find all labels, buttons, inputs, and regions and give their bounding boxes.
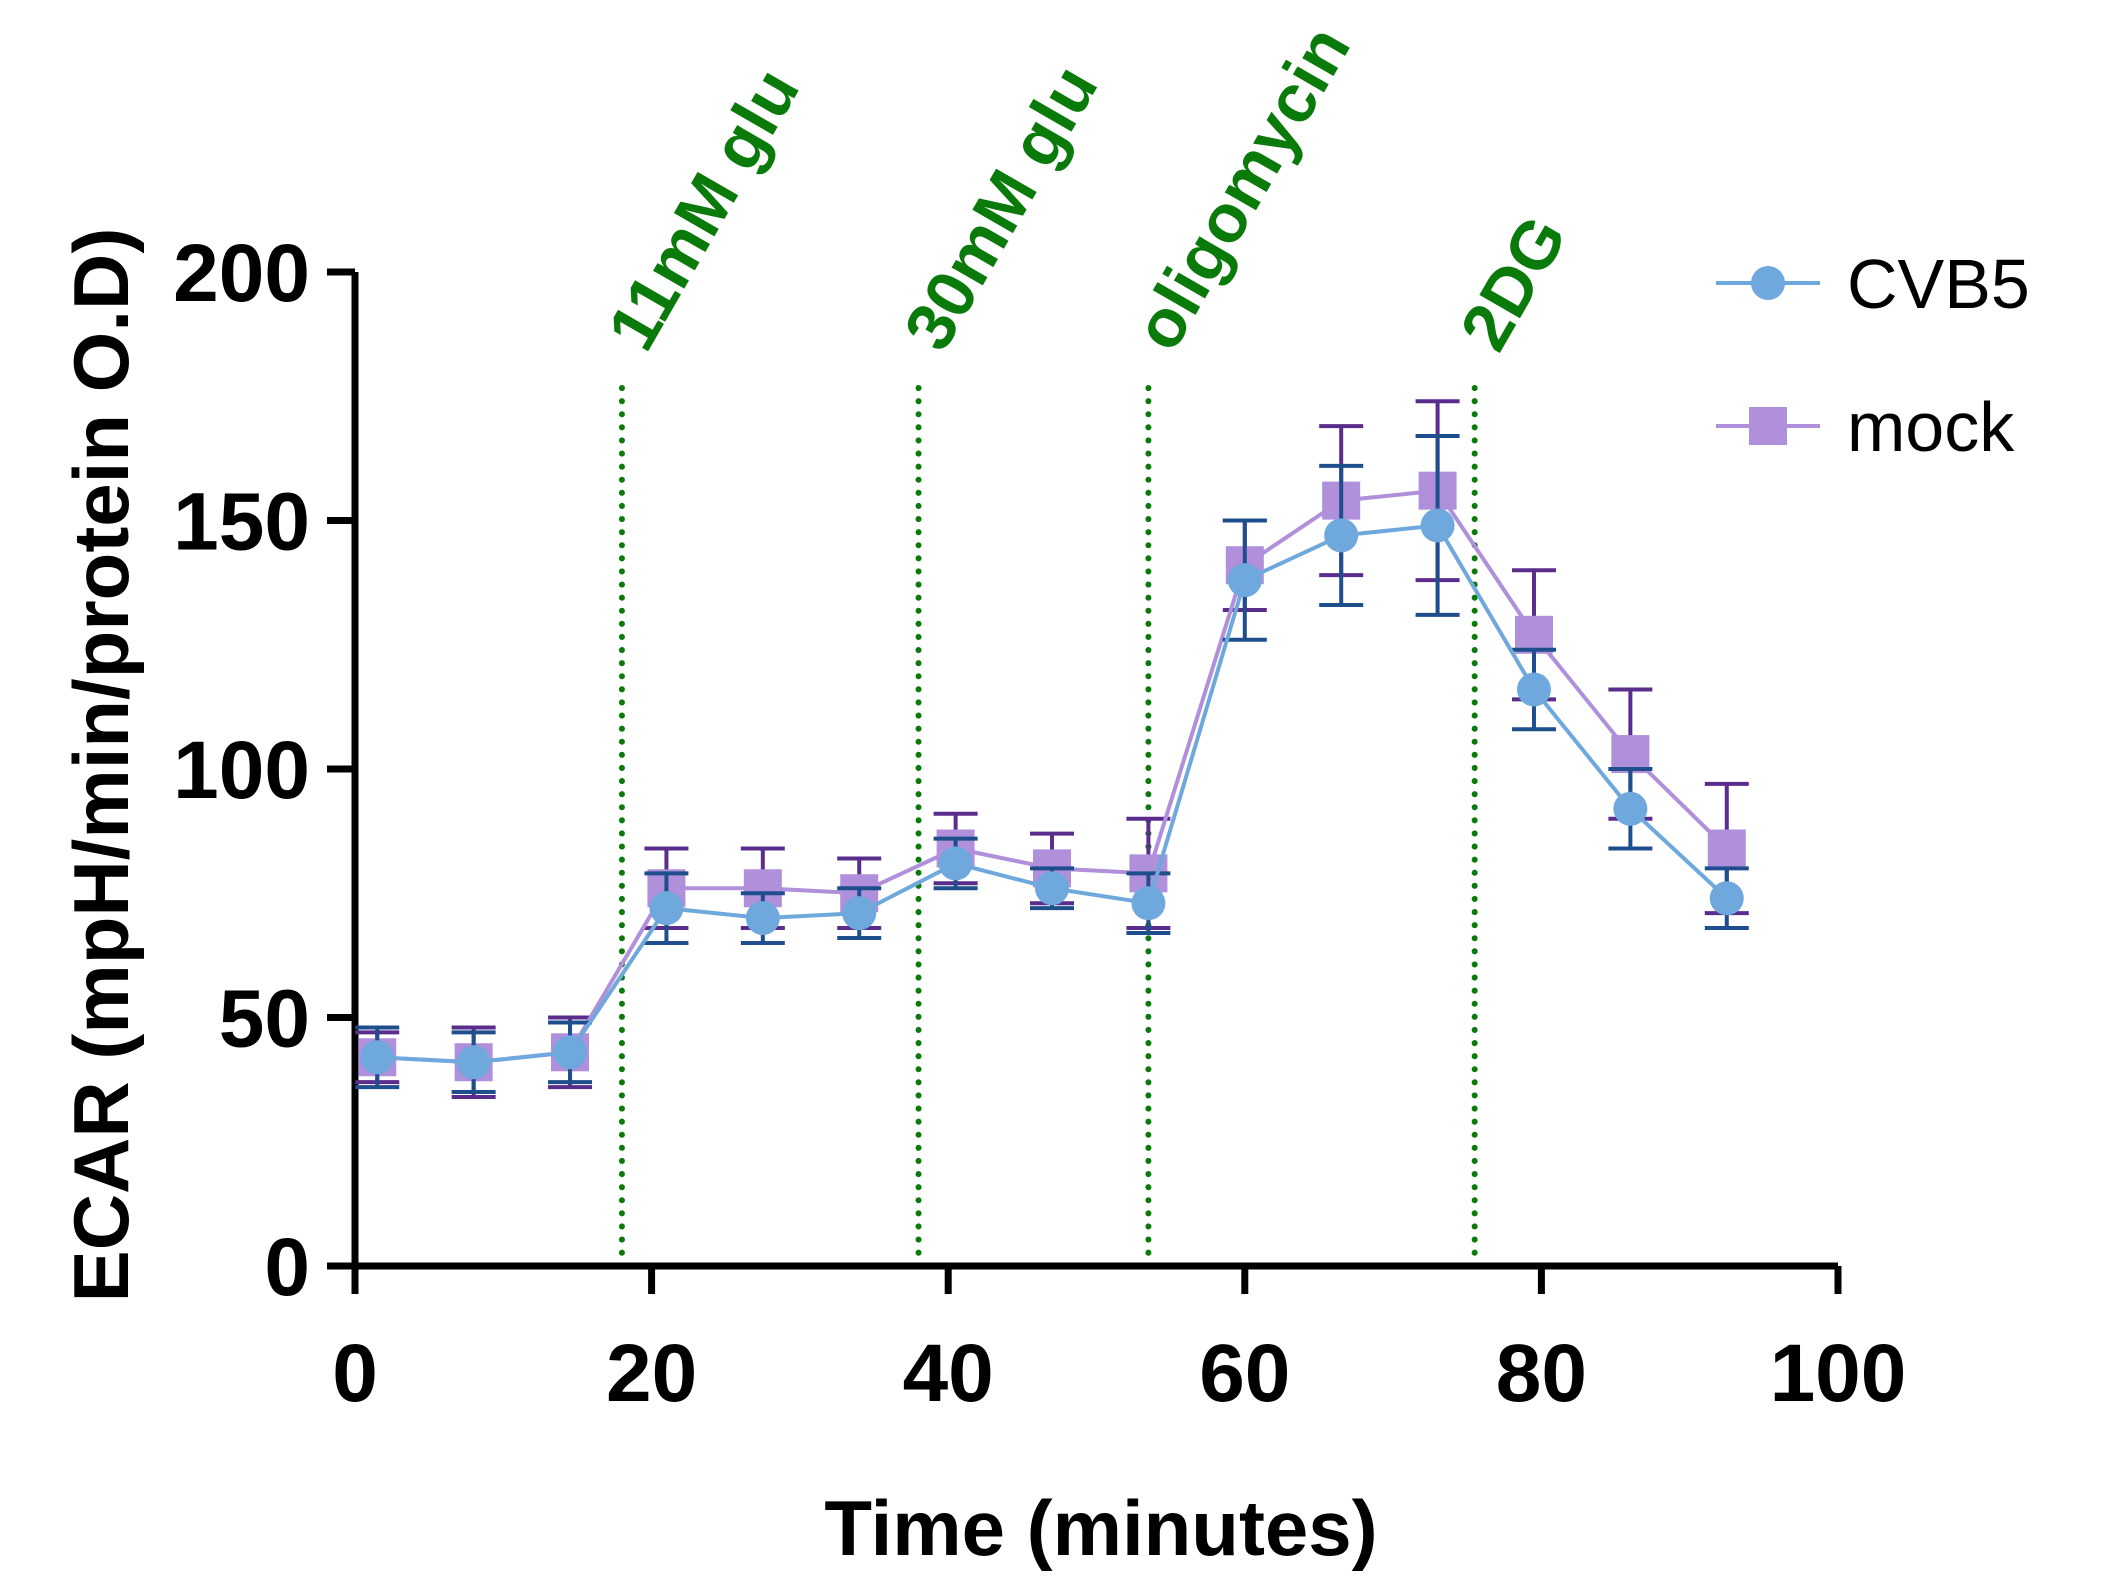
y-tick-label: 0 [264, 1222, 310, 1313]
x-tick-label: 40 [903, 1328, 994, 1419]
legend-label: mock [1847, 388, 2015, 466]
treatment-annotations: 11mM glu 30mM glu oligomycin 2DG [593, 14, 1582, 1269]
data-point [1709, 881, 1744, 916]
series-line [377, 523, 1729, 1065]
x-tick-label: 80 [1496, 1328, 1587, 1419]
y-tick-label: 100 [173, 725, 310, 816]
data-point [1035, 871, 1070, 906]
data-point [1707, 829, 1746, 868]
treatment-label: oligomycin [1120, 14, 1365, 363]
data-point [456, 1045, 491, 1080]
data-point [938, 846, 973, 881]
x-tick-label: 20 [606, 1328, 697, 1419]
data-series [355, 399, 1749, 1100]
data-point [1514, 615, 1553, 654]
series-cvb5 [355, 434, 1749, 1095]
data-point [1227, 563, 1262, 598]
series-line [377, 488, 1729, 1065]
data-point [1420, 508, 1455, 543]
y-axis-title: ECAR (mpH/min/protein O.D) [57, 228, 145, 1303]
data-point [1324, 518, 1359, 553]
x-tick-label: 100 [1770, 1328, 1907, 1419]
data-point [745, 901, 780, 936]
y-tick-label: 50 [219, 974, 310, 1065]
x-tick-label: 0 [332, 1328, 378, 1419]
data-point [553, 1035, 588, 1070]
y-tick-label: 200 [173, 228, 310, 319]
data-point [842, 896, 877, 931]
treatment-label: 2DG [1446, 203, 1582, 362]
x-tick-label: 60 [1199, 1328, 1290, 1419]
data-point [1611, 735, 1650, 774]
legend-marker [1751, 266, 1785, 300]
data-point [1613, 791, 1648, 826]
series-mock [355, 399, 1749, 1100]
x-ticks: 0 20 40 60 80 100 [332, 1266, 1906, 1419]
data-point [649, 891, 684, 926]
data-point [360, 1040, 395, 1075]
data-point [1131, 886, 1166, 921]
y-tick-label: 150 [173, 477, 310, 568]
data-point [1516, 672, 1551, 707]
treatment-label: 11mM glu [593, 56, 814, 362]
treatment-label: 30mM glu [890, 53, 1113, 363]
x-axis-title: Time (minutes) [824, 1484, 1377, 1572]
legend: CVB5 mock [1716, 245, 2030, 466]
legend-marker [1749, 407, 1787, 445]
legend-label: CVB5 [1847, 245, 2030, 323]
y-ticks: 0 50 100 150 200 [173, 228, 355, 1313]
